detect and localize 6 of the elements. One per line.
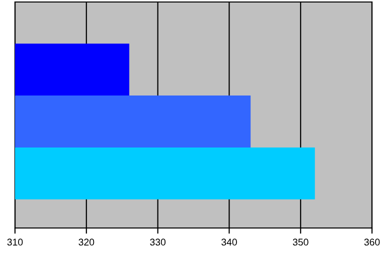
x-tick-label: 320 (78, 238, 94, 246)
x-tick-label: 340 (221, 238, 237, 246)
x-tick-label: 310 (7, 238, 23, 246)
x-tick-label: 360 (364, 238, 380, 246)
x-tick-label: 350 (292, 238, 308, 246)
x-tick-label: 330 (150, 238, 166, 246)
